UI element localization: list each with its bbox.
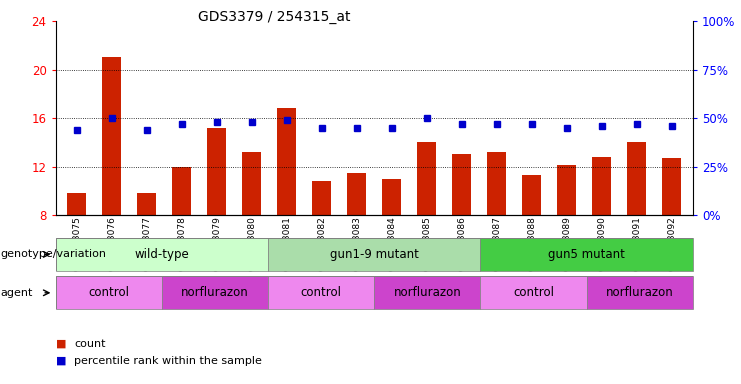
Bar	[162, 276, 268, 309]
Bar	[172, 167, 191, 215]
Bar	[480, 276, 587, 309]
Bar	[480, 238, 693, 271]
Bar	[382, 179, 402, 215]
Text: GDS3379 / 254315_at: GDS3379 / 254315_at	[198, 10, 350, 23]
Text: norflurazon: norflurazon	[393, 286, 461, 299]
Text: norflurazon: norflurazon	[181, 286, 249, 299]
Bar	[312, 181, 331, 215]
Text: control: control	[513, 286, 554, 299]
Bar	[277, 108, 296, 215]
Text: ■: ■	[56, 339, 66, 349]
Bar	[268, 276, 374, 309]
Text: count: count	[74, 339, 106, 349]
Text: gun5 mutant: gun5 mutant	[548, 248, 625, 261]
Bar	[487, 152, 506, 215]
Text: ■: ■	[56, 356, 66, 366]
Bar	[207, 128, 226, 215]
Bar	[67, 193, 86, 215]
Text: norflurazon: norflurazon	[606, 286, 674, 299]
Bar	[592, 157, 611, 215]
Text: control: control	[301, 286, 342, 299]
Bar	[627, 142, 646, 215]
Bar	[522, 175, 542, 215]
Text: agent: agent	[1, 288, 33, 298]
Bar	[347, 173, 366, 215]
Text: wild-type: wild-type	[134, 248, 189, 261]
Bar	[56, 276, 162, 309]
Text: control: control	[88, 286, 129, 299]
Bar	[587, 276, 693, 309]
Bar	[242, 152, 262, 215]
Text: percentile rank within the sample: percentile rank within the sample	[74, 356, 262, 366]
Bar	[374, 276, 480, 309]
Bar	[137, 193, 156, 215]
Bar	[268, 238, 480, 271]
Bar	[452, 154, 471, 215]
Bar	[56, 238, 268, 271]
Text: genotype/variation: genotype/variation	[1, 249, 107, 260]
Bar	[417, 142, 436, 215]
Bar	[557, 166, 576, 215]
Bar	[662, 158, 682, 215]
Bar	[102, 58, 122, 215]
Text: gun1-9 mutant: gun1-9 mutant	[330, 248, 419, 261]
